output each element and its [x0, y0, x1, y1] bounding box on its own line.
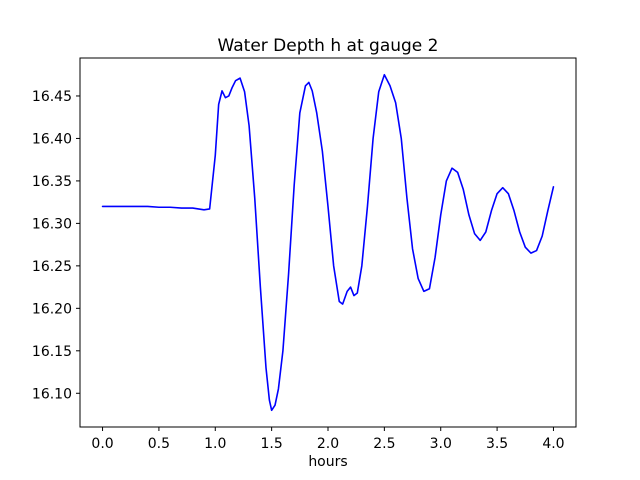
x-tick-label: 1.0 — [204, 436, 226, 452]
x-tick-label: 0.5 — [148, 436, 170, 452]
x-tick-label: 3.0 — [430, 436, 452, 452]
y-tick-label: 16.20 — [32, 301, 72, 317]
water-depth-line — [101, 73, 555, 412]
y-tick-label: 16.45 — [32, 89, 72, 105]
y-tick-label: 16.30 — [32, 216, 72, 232]
y-tick-label: 16.35 — [32, 174, 72, 190]
y-tick-label: 16.10 — [32, 386, 72, 402]
x-axis-label: hours — [308, 454, 347, 470]
x-tick-label: 4.0 — [542, 436, 564, 452]
y-tick-label: 16.15 — [32, 344, 72, 360]
x-axis-ticks: 0.0 0.5 1.0 1.5 2.0 2.5 3.0 3.5 4.0 — [91, 427, 565, 452]
y-tick-label: 16.25 — [32, 259, 72, 275]
chart-title: Water Depth h at gauge 2 — [218, 36, 439, 56]
x-tick-label: 3.5 — [486, 436, 508, 452]
x-tick-label: 2.0 — [317, 436, 339, 452]
x-tick-label: 0.0 — [91, 436, 113, 452]
x-tick-label: 2.5 — [373, 436, 395, 452]
plot-area-border — [79, 57, 577, 428]
y-tick-label: 16.40 — [32, 131, 72, 147]
x-tick-label: 1.5 — [261, 436, 283, 452]
y-axis-ticks: 16.10 16.15 16.20 16.25 16.30 16.35 16.40 16.45 — [32, 89, 80, 402]
